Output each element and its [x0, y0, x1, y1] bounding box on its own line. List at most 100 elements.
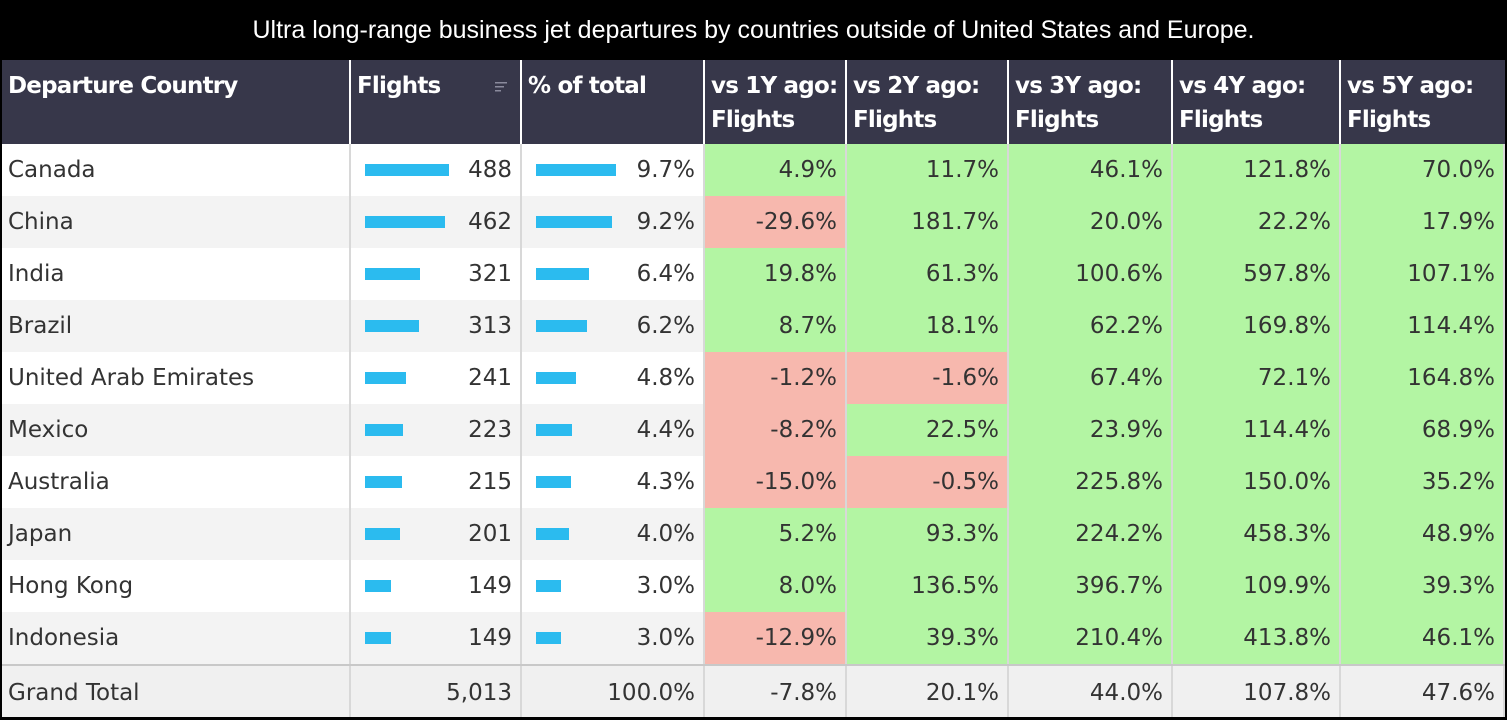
grand-total-vs-4y: 107.8%: [1173, 666, 1341, 719]
flights-cell: 149: [351, 560, 522, 612]
header-col-vs-4y[interactable]: vs 4Y ago: Flights: [1173, 60, 1341, 144]
pct-total-bar: [536, 268, 589, 280]
flights-bar: [365, 424, 403, 436]
vs-3y-cell: 67.4%: [1009, 352, 1173, 404]
table-row[interactable]: Indonesia 149 3.0% -12.9% 39.3% 210.4% 413.8% 4…: [2, 612, 1505, 664]
flights-bar: [365, 164, 449, 176]
vs-3y-cell: 20.0%: [1009, 196, 1173, 248]
vs-2y-cell: 136.5%: [847, 560, 1009, 612]
grand-total-vs-5y: 47.6%: [1341, 666, 1505, 719]
flights-value: 149: [468, 573, 512, 599]
vs-3y-cell: 23.9%: [1009, 404, 1173, 456]
flights-bar: [365, 372, 406, 384]
vs-2y-cell: -0.5%: [847, 456, 1009, 508]
flights-bar: [365, 528, 400, 540]
vs-3y-cell: 46.1%: [1009, 144, 1173, 196]
header-label-line1: vs 4Y ago:: [1179, 73, 1306, 99]
vs-5y-cell: 35.2%: [1341, 456, 1505, 508]
table-row[interactable]: Brazil 313 6.2% 8.7% 18.1% 62.2% 169.8% 114.4%: [2, 300, 1505, 352]
vs-4y-cell: 114.4%: [1173, 404, 1341, 456]
country-cell: Indonesia: [2, 612, 351, 664]
pct-total-cell: 3.0%: [522, 612, 705, 664]
header-label-line1: Flights: [357, 73, 441, 99]
vs-4y-cell: 150.0%: [1173, 456, 1341, 508]
table-row[interactable]: Canada 488 9.7% 4.9% 11.7% 46.1% 121.8% 70.0%: [2, 144, 1505, 196]
vs-4y-cell: 72.1%: [1173, 352, 1341, 404]
vs-4y-cell: 458.3%: [1173, 508, 1341, 560]
pct-total-bar: [536, 424, 572, 436]
flights-cell: 462: [351, 196, 522, 248]
header-col-vs-1y[interactable]: vs 1Y ago: Flights: [705, 60, 847, 144]
flights-value: 241: [468, 365, 512, 391]
vs-2y-cell: 39.3%: [847, 612, 1009, 664]
flights-cell: 215: [351, 456, 522, 508]
pct-total-value: 6.2%: [636, 313, 695, 339]
vs-3y-cell: 225.8%: [1009, 456, 1173, 508]
pct-total-cell: 4.8%: [522, 352, 705, 404]
flights-value: 462: [468, 209, 512, 235]
table-row[interactable]: Mexico 223 4.4% -8.2% 22.5% 23.9% 114.4% 68.9%: [2, 404, 1505, 456]
data-table: Departure Country Flights % of total vs 1Y …: [2, 60, 1505, 720]
flights-cell: 488: [351, 144, 522, 196]
flights-value: 215: [468, 469, 512, 495]
country-cell: Mexico: [2, 404, 351, 456]
header-col-vs-2y[interactable]: vs 2Y ago: Flights: [847, 60, 1009, 144]
flights-bar: [365, 476, 402, 488]
header-label-line1: % of total: [528, 73, 647, 99]
pct-total-cell: 4.4%: [522, 404, 705, 456]
header-col-flights[interactable]: Flights: [351, 60, 522, 144]
header-label-line1: vs 5Y ago:: [1347, 73, 1474, 99]
table-row[interactable]: Japan 201 4.0% 5.2% 93.3% 224.2% 458.3% 48.9%: [2, 508, 1505, 560]
vs-1y-cell: 5.2%: [705, 508, 847, 560]
table-row[interactable]: China 462 9.2% -29.6% 181.7% 20.0% 22.2% 17.9%: [2, 196, 1505, 248]
sort-icon[interactable]: [494, 70, 510, 92]
pct-total-value: 3.0%: [636, 573, 695, 599]
vs-1y-cell: 19.8%: [705, 248, 847, 300]
flights-cell: 313: [351, 300, 522, 352]
header-label-line1: vs 2Y ago:: [853, 73, 980, 99]
flights-bar: [365, 580, 391, 592]
vs-1y-cell: 4.9%: [705, 144, 847, 196]
header-col-vs-5y[interactable]: vs 5Y ago: Flights: [1341, 60, 1505, 144]
header-label-line1: vs 3Y ago:: [1015, 73, 1142, 99]
grand-total-vs-1y: -7.8%: [705, 666, 847, 719]
vs-1y-cell: -1.2%: [705, 352, 847, 404]
flights-bar: [365, 216, 445, 228]
flights-cell: 241: [351, 352, 522, 404]
pct-total-value: 6.4%: [636, 261, 695, 287]
grand-total-label: Grand Total: [2, 666, 351, 719]
country-cell: Australia: [2, 456, 351, 508]
pct-total-cell: 4.3%: [522, 456, 705, 508]
vs-4y-cell: 169.8%: [1173, 300, 1341, 352]
pct-total-bar: [536, 372, 576, 384]
vs-2y-cell: 18.1%: [847, 300, 1009, 352]
table-row[interactable]: India 321 6.4% 19.8% 61.3% 100.6% 597.8% 107.1%: [2, 248, 1505, 300]
table-row[interactable]: Australia 215 4.3% -15.0% -0.5% 225.8% 150.0% 3…: [2, 456, 1505, 508]
pct-total-cell: 6.2%: [522, 300, 705, 352]
flights-cell: 223: [351, 404, 522, 456]
header-label-line2: Flights: [1015, 107, 1099, 133]
pct-total-value: 4.0%: [636, 521, 695, 547]
header-col-departure-country[interactable]: Departure Country: [2, 60, 351, 144]
pct-total-bar: [536, 476, 571, 488]
vs-2y-cell: 181.7%: [847, 196, 1009, 248]
table-row[interactable]: United Arab Emirates 241 4.8% -1.2% -1.6% 67.…: [2, 352, 1505, 404]
flights-value: 488: [468, 157, 512, 183]
country-cell: India: [2, 248, 351, 300]
flights-value: 201: [468, 521, 512, 547]
table-header: Departure Country Flights % of total vs 1Y …: [2, 60, 1505, 144]
table-row[interactable]: Hong Kong 149 3.0% 8.0% 136.5% 396.7% 109.9% 39…: [2, 560, 1505, 612]
flights-bar: [365, 268, 420, 280]
flights-value: 149: [468, 625, 512, 651]
vs-5y-cell: 46.1%: [1341, 612, 1505, 664]
vs-2y-cell: 22.5%: [847, 404, 1009, 456]
flights-value: 321: [468, 261, 512, 287]
vs-5y-cell: 70.0%: [1341, 144, 1505, 196]
country-cell: Canada: [2, 144, 351, 196]
header-col-pct-total[interactable]: % of total: [522, 60, 705, 144]
header-col-vs-3y[interactable]: vs 3Y ago: Flights: [1009, 60, 1173, 144]
pct-total-cell: 3.0%: [522, 560, 705, 612]
flights-cell: 321: [351, 248, 522, 300]
vs-3y-cell: 396.7%: [1009, 560, 1173, 612]
vs-2y-cell: 61.3%: [847, 248, 1009, 300]
